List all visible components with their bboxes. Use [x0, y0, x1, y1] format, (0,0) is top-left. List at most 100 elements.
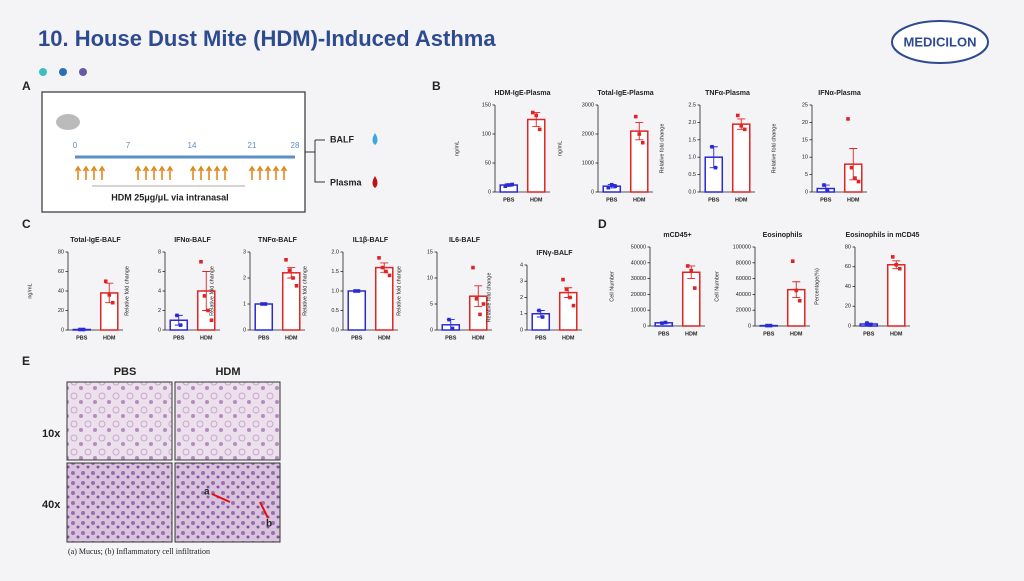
y-tick-label: 0 [520, 327, 523, 333]
y-tick-label: 3 [520, 279, 523, 285]
diagram-caption: HDM 25μg/μL via intranasal [111, 192, 228, 202]
chart-title: IL1β-BALF [353, 237, 389, 244]
y-tick-label: 80000 [736, 260, 751, 266]
logo: MEDICILON [904, 34, 977, 49]
data-point [713, 165, 718, 170]
y-tick-label: 5 [805, 172, 808, 178]
data-point [868, 323, 873, 327]
x-tick-label: PBS [658, 331, 670, 337]
y-axis-label: Relative fold change [396, 266, 402, 316]
data-point [735, 113, 740, 118]
chart-title: TNFα-Plasma [705, 90, 750, 97]
data-point [765, 323, 769, 328]
micrograph [174, 381, 281, 461]
arrow [248, 165, 256, 180]
arrow [272, 165, 280, 180]
day: 14 [188, 141, 197, 150]
arrow [150, 165, 158, 180]
data-point [742, 127, 747, 132]
y-axis-label: Relative fold change [124, 266, 130, 316]
y-tick-label: 1000 [582, 160, 594, 166]
x-tick-label: PBS [76, 335, 88, 341]
data-point [510, 182, 515, 187]
y-axis-label: Relative fold change [771, 124, 777, 174]
panel-label: E [22, 354, 30, 368]
x-tick-label: HDM [200, 335, 213, 341]
micrograph [66, 462, 173, 543]
y-axis-label: Percentage(%) [814, 268, 820, 305]
y-tick-label: 50000 [631, 244, 646, 250]
arrow [221, 165, 229, 180]
y-tick-label: 4 [520, 262, 523, 268]
panel-label: B [432, 79, 441, 93]
error-bar [474, 285, 483, 308]
column-label: PBS [114, 366, 137, 378]
pointer [211, 493, 231, 503]
data-point [640, 140, 645, 145]
bar [886, 264, 906, 327]
arrow [280, 165, 288, 180]
x-tick-label: PBS [351, 335, 363, 341]
histology-caption: (a) Mucus; (b) Inflammatory cell infiltr… [68, 547, 210, 556]
arrow [264, 165, 272, 180]
diagram-box [41, 91, 306, 213]
y-tick-label: 0 [748, 323, 751, 329]
data-point [865, 321, 869, 325]
data-point [474, 297, 479, 301]
chart-title: TNFα-BALF [258, 237, 298, 244]
data-point [663, 320, 668, 325]
x-tick-label: PBS [173, 335, 185, 341]
data-point [291, 276, 295, 280]
y-tick-label: 0 [848, 323, 851, 329]
data-point [897, 266, 902, 271]
error-bar [635, 121, 644, 141]
data-point [846, 117, 850, 121]
y-tick-label: 0.5 [688, 172, 696, 178]
y-tick-label: 5 [430, 301, 433, 307]
y-tick-label: 2 [158, 308, 161, 314]
data-point [294, 284, 299, 288]
y-tick-label: 20 [58, 308, 64, 314]
y-tick-label: 1.0 [331, 288, 339, 294]
y-tick-label: 0 [430, 327, 433, 333]
data-point [260, 302, 264, 306]
x-tick-label: PBS [820, 197, 832, 203]
x-tick-label: HDM [103, 335, 116, 341]
y-axis-label: ng/mL [454, 141, 460, 156]
x-tick-label: PBS [863, 331, 875, 337]
arrow [213, 165, 221, 180]
data-point [822, 183, 826, 187]
micrograph [174, 462, 281, 543]
y-tick-label: 2.0 [331, 249, 339, 255]
x-tick-label: HDM [847, 197, 860, 203]
data-point [199, 259, 203, 264]
y-tick-label: 60000 [736, 276, 751, 282]
arrow [189, 165, 197, 180]
y-tick-label: 60 [58, 269, 64, 275]
y-tick-label: 2000 [582, 131, 594, 137]
data-point [689, 268, 694, 273]
arrow [134, 165, 142, 180]
data-point [447, 317, 451, 322]
y-tick-label: 25 [802, 102, 808, 108]
data-point [853, 176, 857, 180]
data-point [384, 269, 388, 274]
y-tick-label: 0.0 [688, 189, 696, 195]
brace [305, 139, 325, 183]
y-tick-label: 1.5 [331, 269, 339, 275]
x-tick-label: HDM [685, 331, 698, 337]
x-tick-label: HDM [472, 335, 485, 341]
histology: PBS HDM 10x 40x a b (a) Mucus; (b) Infla… [42, 366, 281, 556]
panel-label: D [598, 217, 607, 231]
data-point [175, 313, 179, 318]
data-point [894, 262, 899, 267]
y-tick-label: 3 [243, 249, 246, 255]
data-point [692, 286, 697, 290]
logo-ring [891, 20, 989, 64]
data-point [609, 182, 614, 187]
panel-label: A [22, 79, 31, 93]
bar [731, 123, 751, 193]
y-tick-label: 40 [58, 288, 64, 294]
data-point [794, 288, 799, 293]
